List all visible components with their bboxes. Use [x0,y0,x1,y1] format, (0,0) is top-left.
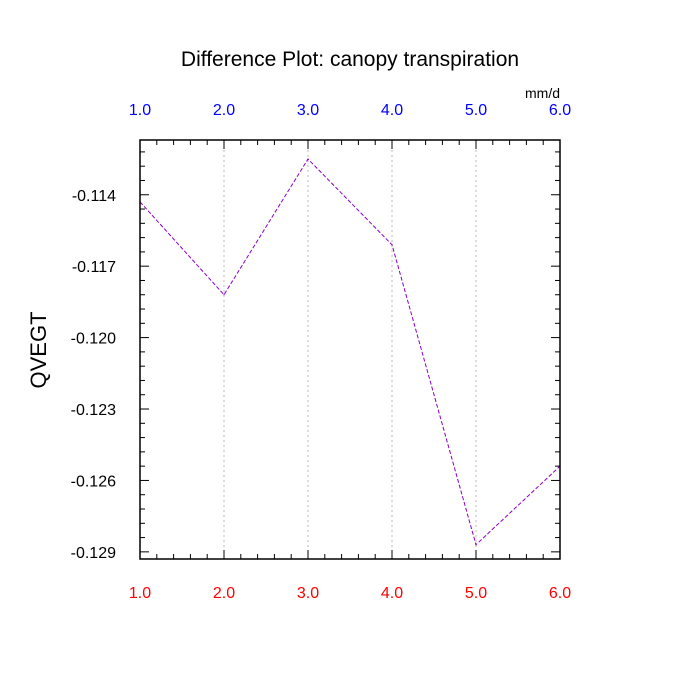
grid-layer [223,140,477,559]
series-line [139,158,561,546]
y-tick-label: -0.123 [71,402,116,419]
y-tick-label: -0.120 [71,331,116,348]
y-tick-label: -0.117 [72,259,116,276]
x-tick-label-top: 6.0 [549,102,571,119]
x-tick-label-bottom: 1.0 [129,585,151,602]
x-tick-label-bottom: 2.0 [213,585,235,602]
y-axis-label: QVEGT [26,311,51,388]
x-tick-label-top: 1.0 [129,102,151,119]
x-tick-label-top: 3.0 [297,102,319,119]
x-tick-label-bottom: 5.0 [465,585,487,602]
tick-layer [139,140,561,559]
plot-frame [139,139,561,560]
x-tick-label-top: 2.0 [213,102,235,119]
x-tick-label-bottom: 6.0 [549,585,571,602]
x-tick-label-top: 4.0 [381,102,403,119]
data-layer [139,158,561,546]
y-tick-label: -0.114 [72,188,116,205]
x-tick-label-bottom: 4.0 [381,585,403,602]
chart-title: Difference Plot: canopy transpiration [181,48,519,71]
y-tick-label: -0.129 [71,545,116,562]
data-point [223,294,225,296]
x-tick-label-bottom: 3.0 [297,585,319,602]
label-layer: 1.0 1.0 2.0 2.0 3.0 3.0 4.0 4.0 5.0 5.0 6.0 6.0 -0.1… [71,102,572,602]
data-point [307,158,309,160]
data-point [391,244,393,246]
y-tick-label: -0.126 [71,473,116,490]
data-point [475,544,477,546]
units-label: mm/d [525,85,560,101]
x-tick-label-top: 5.0 [465,102,487,119]
